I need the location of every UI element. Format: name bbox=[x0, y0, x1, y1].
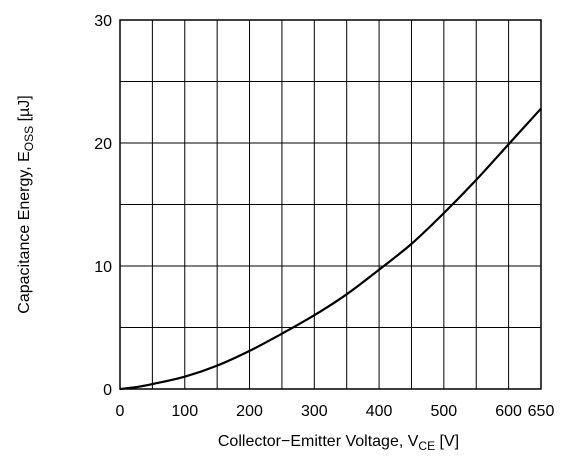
x-tick-label: 200 bbox=[236, 403, 263, 420]
series-group bbox=[119, 107, 542, 391]
y-axis-title-main: Capacitance Energy, E bbox=[16, 151, 33, 313]
x-axis-title-main: Collector−Emitter Voltage, V bbox=[218, 433, 419, 450]
x-axis-title-unit: [V] bbox=[435, 433, 459, 450]
x-tick-label: 300 bbox=[301, 403, 328, 420]
y-axis-title: Capacitance Energy, EOSS [µJ] bbox=[16, 95, 36, 313]
y-axis-title-subscript: OSS bbox=[22, 126, 36, 151]
x-tick-label: 400 bbox=[366, 403, 393, 420]
x-tick-label: 500 bbox=[430, 403, 457, 420]
grid bbox=[120, 20, 541, 389]
x-tick-labels: 0 100 200 300 400 500 600 650 bbox=[116, 403, 555, 420]
y-tick-label: 20 bbox=[94, 136, 112, 153]
plot-frame bbox=[119, 19, 542, 390]
x-tick-label: 100 bbox=[171, 403, 198, 420]
series-line bbox=[119, 107, 542, 391]
x-axis-title: Collector−Emitter Voltage, VCE [V] bbox=[218, 433, 459, 453]
y-tick-label: 10 bbox=[94, 259, 112, 276]
y-tick-label: 0 bbox=[103, 382, 112, 399]
y-axis-title-unit: [µJ] bbox=[16, 95, 33, 126]
y-tick-labels: 0 10 20 30 bbox=[94, 13, 112, 399]
x-tick-label: 0 bbox=[116, 403, 125, 420]
x-axis-title-subscript: CE bbox=[418, 439, 435, 453]
x-tick-label: 600 bbox=[495, 403, 522, 420]
y-tick-label: 30 bbox=[94, 13, 112, 30]
x-tick-label: 650 bbox=[528, 403, 555, 420]
